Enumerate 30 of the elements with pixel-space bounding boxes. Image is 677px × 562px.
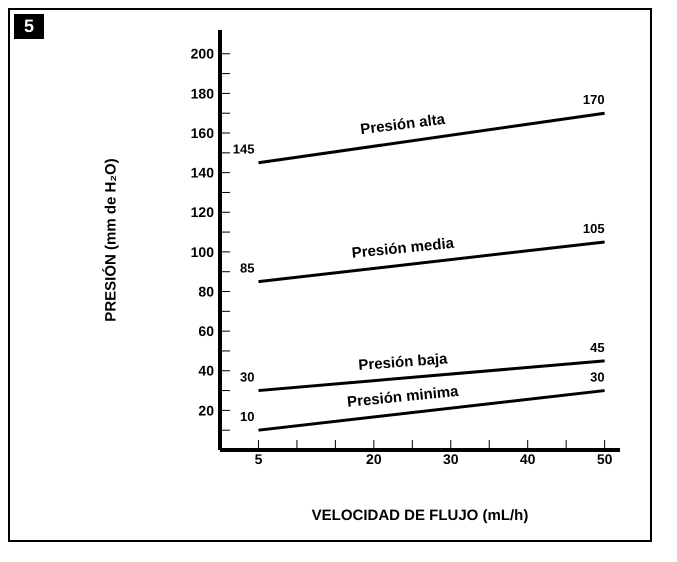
data-label: 30 bbox=[240, 370, 254, 385]
data-label: 105 bbox=[582, 220, 605, 236]
text: Presión alta bbox=[359, 110, 447, 138]
x-tick-label: 20 bbox=[366, 450, 382, 467]
y-tick-label: 120 bbox=[190, 204, 214, 220]
data-label: 30 bbox=[590, 370, 605, 385]
y-tick-label: 60 bbox=[198, 323, 214, 340]
x-tick-label: 5 bbox=[254, 450, 263, 467]
y-tick-label: 20 bbox=[198, 402, 214, 418]
data-label: 145 bbox=[232, 142, 254, 157]
data-label: 10 bbox=[240, 409, 254, 424]
x-tick-label: 30 bbox=[442, 450, 459, 467]
y-tick-label: 140 bbox=[190, 164, 214, 181]
y-axis-title: PRESIÓN (mm de H₂O) bbox=[101, 158, 120, 322]
text: Presión minima bbox=[346, 382, 460, 411]
y-tick-label: 180 bbox=[190, 85, 214, 102]
x-tick-label: 40 bbox=[520, 450, 536, 467]
y-tick-label: 40 bbox=[198, 362, 214, 379]
data-label: 85 bbox=[240, 260, 254, 276]
text: Presión media bbox=[350, 234, 456, 262]
x-axis-title: VELOCIDAD DE FLUJO (mL/h) bbox=[312, 507, 528, 524]
data-label: 170 bbox=[582, 92, 605, 108]
y-tick-label: 100 bbox=[190, 244, 214, 260]
y-tick-label: 200 bbox=[190, 46, 214, 62]
series-label: Presión baja bbox=[358, 350, 449, 374]
x-tick-label: 50 bbox=[596, 450, 613, 467]
y-tick-label: 80 bbox=[198, 283, 214, 300]
text: 5 bbox=[14, 14, 44, 39]
data-label: 45 bbox=[590, 340, 605, 355]
y-tick-label: 160 bbox=[190, 124, 214, 141]
